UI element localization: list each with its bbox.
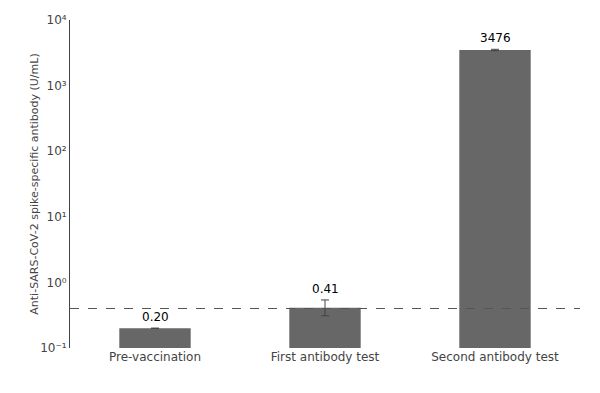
svg-text:10⁻¹: 10⁻¹ [40, 341, 67, 355]
svg-text:10¹: 10¹ [47, 210, 67, 224]
svg-text:10⁰: 10⁰ [47, 276, 67, 290]
svg-text:Second antibody test: Second antibody test [431, 350, 559, 364]
svg-text:0.20: 0.20 [142, 310, 169, 324]
svg-text:3476: 3476 [480, 31, 511, 45]
svg-text:Anti-SARS-CoV-2 spike-specific: Anti-SARS-CoV-2 spike-specific antibody … [28, 53, 41, 314]
svg-text:10²: 10² [47, 144, 67, 158]
svg-text:0.41: 0.41 [312, 282, 339, 296]
svg-text:10⁴: 10⁴ [47, 13, 67, 27]
svg-text:First antibody test: First antibody test [271, 350, 380, 364]
svg-text:Pre-vaccination: Pre-vaccination [109, 350, 201, 364]
svg-text:10³: 10³ [47, 79, 67, 93]
